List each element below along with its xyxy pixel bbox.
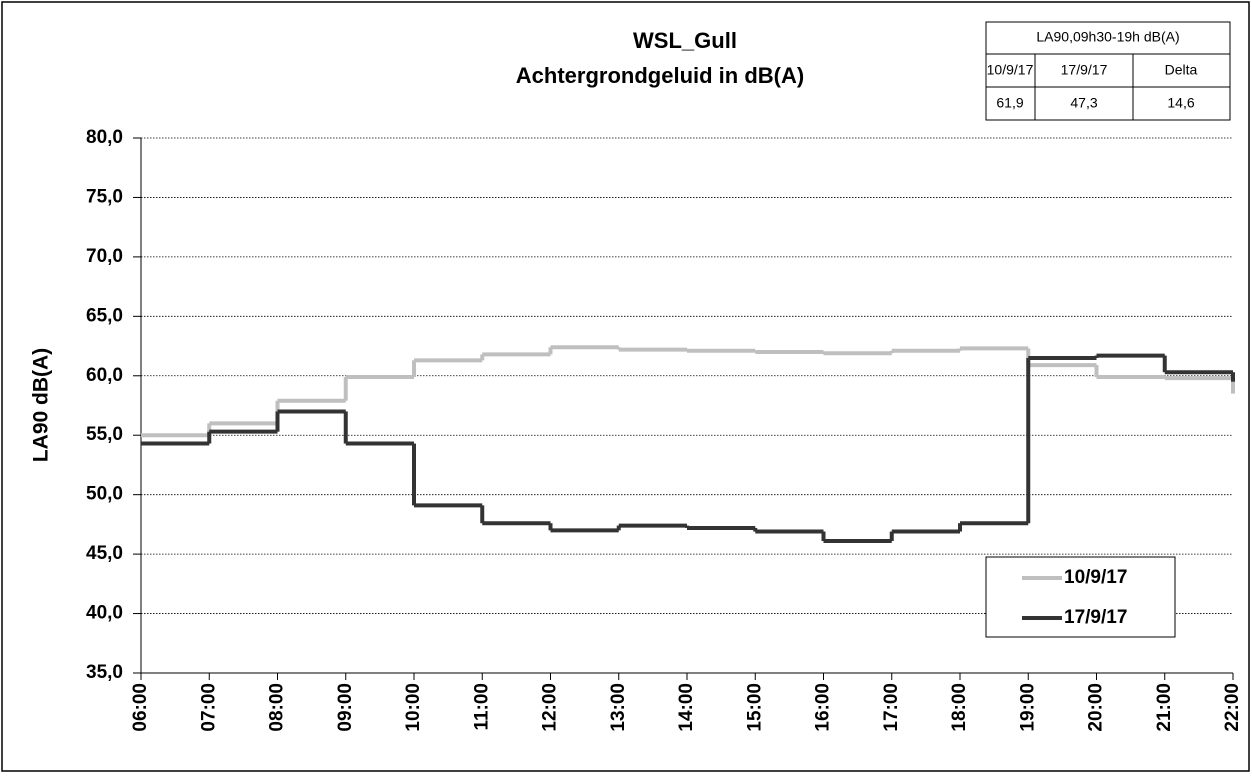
y-tick-label: 60,0	[86, 365, 123, 386]
legend-box	[985, 556, 1176, 638]
x-tick-label: 17:00	[881, 683, 902, 732]
table-column: 17/9/17	[1061, 62, 1108, 78]
x-tick-label: 09:00	[335, 683, 356, 732]
legend-label: 10/9/17	[1064, 567, 1127, 588]
x-tick-label: 10:00	[403, 683, 424, 732]
x-tick-label: 16:00	[813, 683, 834, 732]
y-tick-label: 70,0	[86, 246, 123, 267]
x-tick-label: 11:00	[471, 683, 492, 731]
y-tick-label: 35,0	[86, 662, 123, 683]
table-header: LA90,09h30-19h dB(A)	[1036, 29, 1179, 45]
x-tick-label: 21:00	[1154, 683, 1175, 732]
y-tick-label: 75,0	[86, 186, 123, 207]
table-column: 10/9/17	[987, 62, 1034, 78]
table-value: 47,3	[1070, 95, 1097, 111]
legend-label: 17/9/17	[1064, 607, 1127, 628]
series	[141, 353, 1235, 544]
table-value: 61,9	[996, 95, 1023, 111]
x-tick-label: 19:00	[1017, 683, 1038, 732]
x-tick-label: 12:00	[540, 683, 561, 732]
table-column: Delta	[1165, 62, 1198, 78]
summary-table	[985, 21, 1231, 121]
table-value: 14,6	[1167, 95, 1194, 111]
x-tick-label: 18:00	[949, 683, 970, 732]
chart-subtitle: Achtergrondgeluid in dB(A)	[516, 63, 804, 88]
y-tick-label: 80,0	[86, 127, 123, 148]
y-tick-label: 50,0	[86, 484, 123, 505]
y-tick-label: 45,0	[86, 543, 123, 564]
x-tick-label: 06:00	[130, 683, 151, 732]
y-tick-label: 65,0	[86, 305, 123, 326]
x-tick-label: 15:00	[744, 683, 765, 732]
x-tick-label: 14:00	[676, 683, 697, 732]
x-tick-label: 07:00	[198, 683, 219, 732]
x-tick-label: 20:00	[1086, 683, 1107, 732]
y-axis-label: LA90 dB(A)	[30, 348, 53, 462]
x-tick-label: 08:00	[267, 683, 288, 732]
x-tick-label: 22:00	[1222, 683, 1243, 732]
table-border	[985, 21, 1231, 121]
x-tick-label: 13:00	[608, 683, 629, 732]
chart-title: WSL_Gull	[633, 28, 737, 53]
y-tick-label: 55,0	[86, 424, 123, 445]
y-tick-label: 40,0	[86, 603, 123, 624]
